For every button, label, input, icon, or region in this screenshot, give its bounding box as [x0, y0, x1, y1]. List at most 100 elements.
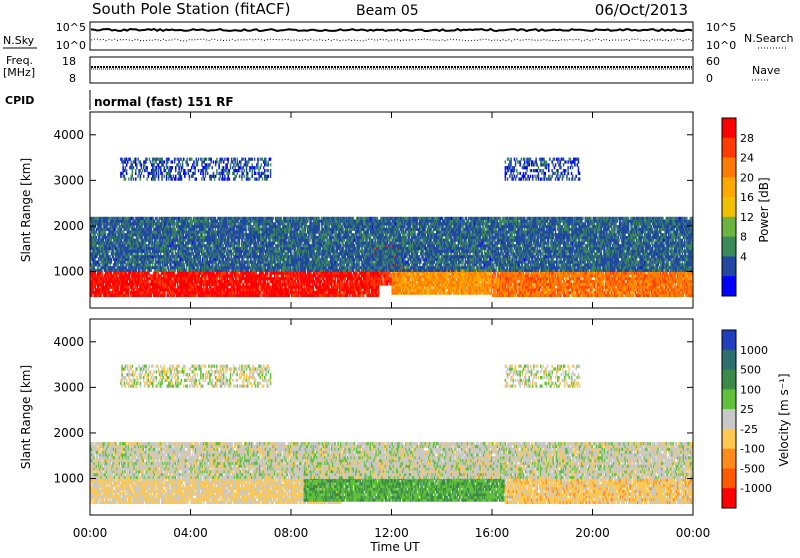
power-cell — [611, 274, 613, 277]
power-cell — [573, 291, 575, 294]
power-cell — [369, 291, 371, 294]
power-cell — [248, 283, 250, 286]
power-cell — [298, 280, 300, 283]
power-cell — [409, 278, 411, 281]
noise-panel-frame — [90, 22, 693, 50]
power-cell — [635, 291, 637, 294]
power-cell — [682, 277, 684, 280]
power-cell — [581, 277, 583, 280]
power-cell — [436, 292, 438, 295]
power-cell — [494, 274, 496, 277]
power-cell — [381, 280, 383, 283]
power-cell — [101, 274, 103, 277]
power-cell — [122, 291, 124, 294]
power-cell — [360, 294, 362, 297]
power-cell — [309, 283, 311, 286]
noise-right-tick-bottom: 10^0 — [706, 39, 736, 52]
power-cell — [484, 281, 486, 284]
power-cell — [101, 272, 103, 275]
power-cell — [444, 289, 446, 292]
power-cell — [414, 281, 416, 284]
power-cell — [570, 280, 572, 283]
power-cell — [388, 274, 390, 277]
power-cell — [479, 292, 481, 295]
power-cell — [396, 272, 398, 275]
power-cell — [561, 294, 563, 297]
power-cell — [173, 272, 175, 275]
power-cell — [675, 283, 677, 286]
power-cell — [221, 280, 223, 283]
power-cell — [489, 289, 491, 292]
noise-left-tick-top: 10^5 — [56, 21, 86, 34]
power-cell — [265, 280, 267, 283]
power-cell — [578, 291, 580, 294]
power-cell — [494, 291, 496, 294]
power-cell — [313, 286, 315, 289]
power-cell — [192, 280, 194, 283]
power-cell — [376, 291, 378, 294]
power-cell — [373, 272, 375, 275]
power-cell — [292, 277, 294, 280]
power-data-layer — [90, 158, 693, 297]
power-cell — [267, 280, 269, 283]
power-cell — [310, 272, 312, 275]
power-cell — [566, 277, 568, 280]
cpid-label: CPID — [5, 94, 34, 107]
power-cell — [623, 280, 625, 283]
power-cell — [569, 274, 571, 277]
power-cell — [458, 292, 460, 295]
power-cell — [569, 294, 571, 297]
power-cell — [344, 280, 346, 283]
power-cell — [691, 283, 693, 286]
power-cell — [609, 291, 611, 294]
power-cell — [157, 272, 159, 275]
power-cell — [147, 274, 149, 277]
power-cell — [320, 283, 322, 286]
power-cell — [127, 280, 129, 283]
noise-search-trace — [91, 39, 692, 41]
power-cell — [649, 291, 651, 294]
power-cell — [321, 280, 323, 283]
power-cell — [421, 278, 423, 281]
power-cell — [690, 277, 692, 280]
power-cell — [234, 291, 236, 294]
power-cell — [408, 272, 410, 275]
power-cell — [357, 280, 359, 283]
station-title: South Pole Station (fitACF) — [92, 0, 290, 18]
power-cell — [332, 277, 334, 280]
power-cell — [280, 280, 282, 283]
power-cell — [672, 283, 674, 286]
power-cell — [629, 291, 631, 294]
power-cell — [534, 277, 536, 280]
power-cell — [400, 289, 402, 292]
power-cell — [404, 278, 406, 281]
power-cell — [116, 274, 118, 277]
noise-sky-trace — [91, 29, 692, 31]
power-cell — [305, 272, 307, 275]
power-cell — [289, 294, 291, 297]
power-cell — [320, 277, 322, 280]
power-cell — [492, 280, 494, 283]
power-cell — [262, 272, 264, 275]
power-cell — [363, 294, 365, 297]
power-cell — [634, 280, 636, 283]
power-cell — [284, 280, 286, 283]
power-cell — [260, 280, 262, 283]
power-cell — [164, 291, 166, 294]
power-cell — [516, 291, 518, 294]
power-cell — [151, 294, 153, 297]
power-cell — [148, 272, 150, 275]
power-cell — [341, 280, 343, 283]
power-cell — [546, 280, 548, 283]
power-cell — [164, 294, 166, 297]
power-cell — [628, 274, 630, 277]
power-cell — [93, 228, 95, 231]
power-cell — [227, 277, 229, 280]
power-cell — [595, 283, 597, 286]
power-cell — [432, 281, 434, 284]
power-cell — [355, 291, 357, 294]
power-cell — [128, 291, 130, 294]
power-cell — [323, 277, 325, 280]
